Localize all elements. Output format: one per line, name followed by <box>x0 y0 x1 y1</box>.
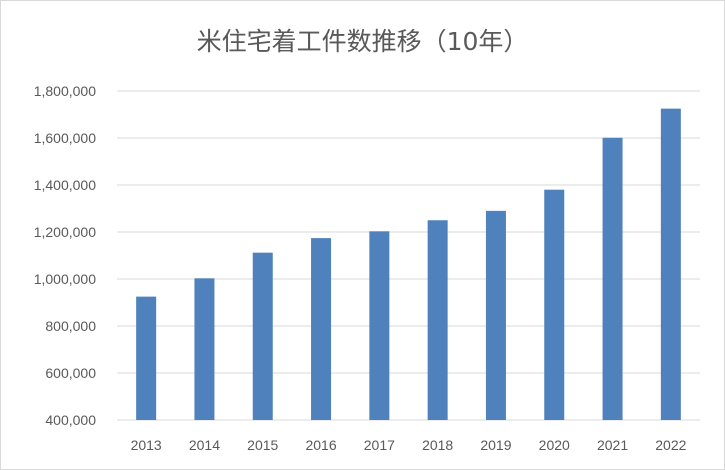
x-tick-label: 2014 <box>189 437 220 453</box>
x-tick-label: 2018 <box>422 437 453 453</box>
bar-2015 <box>252 252 273 420</box>
x-tick-label: 2020 <box>539 437 570 453</box>
x-tick-label: 2021 <box>597 437 628 453</box>
bar-2019 <box>485 210 506 420</box>
chart-title: 米住宅着工件数推移（10年） <box>196 27 529 56</box>
x-axis-tick-labels: 2013 2014 2015 2016 2017 2018 2019 2020 2021 2022 <box>131 437 687 453</box>
y-tick-label: 1,600,000 <box>34 130 96 146</box>
bar-2014 <box>194 278 215 420</box>
bar-2022 <box>660 108 681 420</box>
bar-2016 <box>311 238 332 420</box>
x-tick-label: 2015 <box>247 437 278 453</box>
bar-2017 <box>369 231 390 420</box>
x-tick-label: 2017 <box>364 437 395 453</box>
bar-2013 <box>136 296 157 420</box>
y-tick-label: 1,200,000 <box>34 224 96 240</box>
y-tick-label: 1,000,000 <box>34 271 96 287</box>
y-tick-label: 600,000 <box>45 365 96 381</box>
x-tick-label: 2016 <box>305 437 336 453</box>
y-tick-label: 1,800,000 <box>34 83 96 99</box>
y-tick-label: 400,000 <box>45 412 96 428</box>
y-tick-label: 1,400,000 <box>34 177 96 193</box>
bar-2018 <box>427 220 448 420</box>
y-tick-label: 800,000 <box>45 318 96 334</box>
x-tick-label: 2022 <box>655 437 686 453</box>
x-tick-label: 2019 <box>480 437 511 453</box>
bar-2021 <box>602 137 623 420</box>
bars <box>136 108 681 420</box>
x-tick-label: 2013 <box>131 437 162 453</box>
y-axis-tick-labels: 400,000 600,000 800,000 1,000,000 1,200,000 1… <box>34 83 97 428</box>
bar-2020 <box>544 189 565 420</box>
